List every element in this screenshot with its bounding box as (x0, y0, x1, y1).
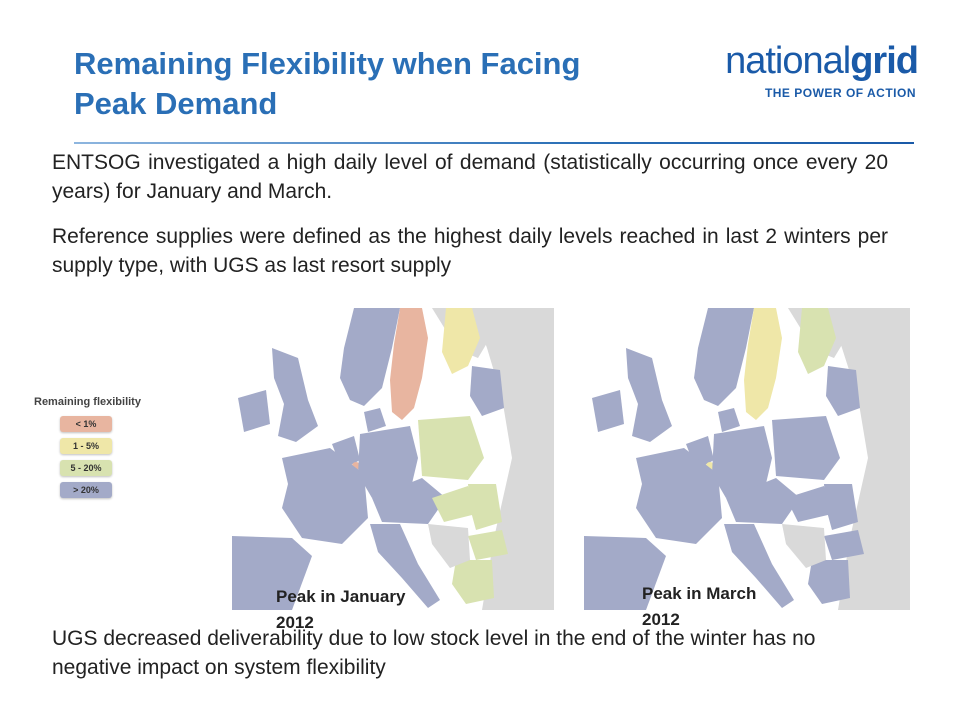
region-central (726, 478, 800, 524)
region-norway (694, 308, 754, 406)
title-line-1: Remaining Flexibility when Facing (74, 46, 581, 81)
map-march (584, 308, 910, 610)
region-non-eu-east (472, 308, 554, 610)
region-france (636, 448, 722, 544)
region-finland (798, 308, 836, 374)
flexibility-legend: Remaining flexibility < 1% 1 - 5% 5 - 20… (34, 396, 174, 516)
legend-item-gt20: > 20% (60, 482, 112, 498)
region-ireland (238, 390, 270, 432)
map-march-svg (584, 308, 910, 610)
region-baltics (470, 366, 504, 416)
title-line-2: Peak Demand (74, 86, 278, 121)
region-germany (712, 426, 772, 498)
region-romania (468, 484, 502, 530)
region-uk (626, 348, 672, 442)
region-greece (452, 560, 494, 604)
region-poland (418, 416, 484, 480)
region-greece (808, 560, 850, 604)
legend-item-lt1: < 1% (60, 416, 112, 432)
paragraph-demand: ENTSOG investigated a high daily level o… (52, 151, 888, 203)
logo-word-bold: grid (850, 40, 919, 82)
region-ireland (592, 390, 624, 432)
region-france (282, 448, 368, 544)
region-iberia (232, 536, 312, 610)
region-balkans (782, 524, 826, 568)
legend-title: Remaining flexibility (34, 396, 141, 408)
region-balkans (428, 524, 470, 568)
region-sweden (390, 308, 428, 420)
region-italy (370, 524, 440, 608)
legend-item-1-5: 1 - 5% (60, 438, 112, 454)
region-bulgaria (468, 530, 508, 560)
map-label-january-line2: 2012 (276, 613, 314, 632)
title-divider (74, 142, 914, 144)
region-hungary (432, 486, 476, 522)
map-january (232, 308, 554, 610)
region-sweden (744, 308, 782, 420)
region-finland (442, 308, 480, 374)
region-iberia (584, 536, 666, 610)
paragraph-ugs: UGS decreased deliverability due to low … (52, 627, 816, 679)
national-grid-logo: nationalgrid THE POWER OF ACTION (718, 40, 919, 102)
map-label-march-line1: Peak in March (642, 584, 757, 603)
logo-tagline: THE POWER OF ACTION (764, 86, 916, 100)
region-poland (772, 416, 840, 480)
region-germany (358, 426, 418, 498)
slide-title: Remaining Flexibility when Facing Peak D… (74, 44, 714, 124)
region-hungary (786, 486, 832, 522)
paragraph-supplies: Reference supplies were defined as the h… (52, 225, 888, 277)
region-italy (724, 524, 794, 608)
map-label-march-line2: 2012 (642, 610, 680, 629)
region-denmark (718, 408, 740, 432)
region-bulgaria (824, 530, 864, 560)
map-label-march: Peak in March 2012 (642, 581, 832, 633)
region-denmark (364, 408, 386, 432)
map-label-january-line1: Peak in January (276, 587, 406, 606)
region-non-eu-east (828, 308, 910, 610)
logo-word-light: national (725, 40, 851, 82)
region-baltics (826, 366, 860, 416)
map-label-january: Peak in January 2012 (276, 584, 466, 636)
region-central (372, 478, 446, 524)
logo-wordmark: nationalgrid (725, 40, 919, 82)
region-norway (340, 308, 400, 406)
map-january-svg (232, 308, 554, 610)
legend-item-5-20: 5 - 20% (60, 460, 112, 476)
region-uk (272, 348, 318, 442)
region-romania (824, 484, 858, 530)
